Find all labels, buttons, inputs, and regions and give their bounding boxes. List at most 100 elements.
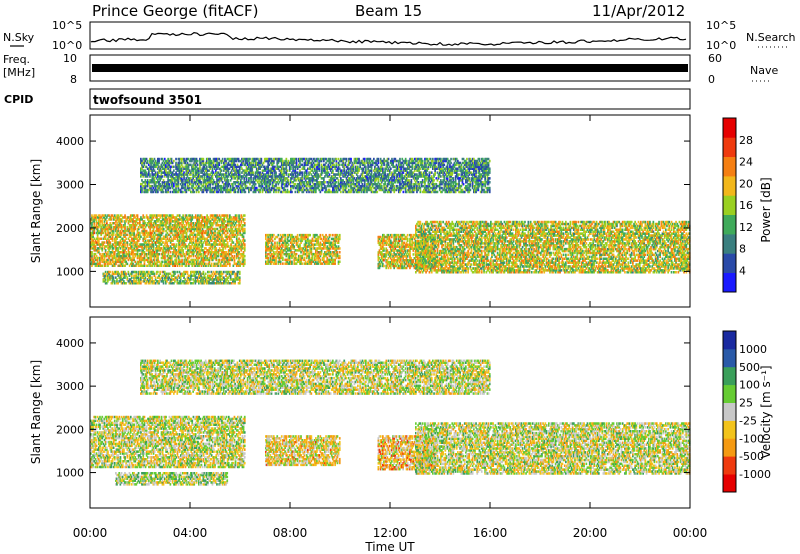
heatmap-cell (192, 241, 195, 244)
heatmap-cell (137, 260, 140, 264)
heatmap-cell (184, 256, 187, 260)
heatmap-cell (104, 237, 107, 240)
heatmap-cell (214, 237, 216, 240)
heatmap-cell (123, 272, 125, 276)
heatmap-cell (110, 227, 113, 231)
heatmap-cell (233, 260, 236, 264)
heatmap-cell (103, 227, 106, 231)
heatmap-cell (178, 247, 181, 250)
heatmap-cell (111, 231, 114, 235)
heatmap-cell (158, 233, 161, 237)
heatmap-cell (99, 218, 101, 221)
heatmap-cell (211, 280, 214, 283)
heatmap-cell (303, 252, 306, 256)
heatmap-cell (231, 251, 233, 254)
heatmap-cell (110, 218, 113, 221)
nsky-tick-bottom: 10^0 (52, 39, 82, 52)
heatmap-cell (126, 276, 129, 279)
heatmap-cell (235, 216, 238, 219)
heatmap-cell (113, 222, 116, 225)
heatmap-cell (310, 258, 313, 262)
heatmap-cell (132, 256, 134, 260)
heatmap-cell (123, 276, 125, 279)
heatmap-cell (150, 220, 153, 223)
heatmap-cell (242, 258, 245, 262)
heatmap-cell (186, 252, 189, 256)
heatmap-cell (283, 239, 285, 243)
heatmap-cell (196, 247, 198, 250)
heatmap-cell (178, 218, 181, 221)
heatmap-cell (193, 245, 196, 248)
heatmap-cell (185, 262, 188, 266)
heatmap-cell (304, 245, 307, 248)
heatmap-cell (196, 235, 198, 238)
heatmap-cell (266, 260, 268, 263)
heatmap-cell (144, 222, 147, 225)
heatmap-cell (130, 280, 133, 283)
heatmap-cell (237, 252, 239, 256)
heatmap-cell (208, 225, 211, 229)
heatmap-cell (200, 222, 203, 225)
heatmap-cell (332, 258, 334, 262)
heatmap-cell (108, 227, 110, 231)
heatmap-cell (178, 241, 181, 244)
heatmap-cell (107, 270, 109, 274)
heatmap-cell (145, 229, 148, 233)
heatmap-cell (232, 280, 234, 283)
heatmap-cell (123, 241, 125, 244)
heatmap-cell (149, 227, 151, 231)
heatmap-cell (205, 229, 207, 233)
heatmap-cell (209, 220, 212, 223)
heatmap-cell (277, 252, 280, 256)
heatmap-cell (135, 218, 138, 221)
heatmap-cell (201, 231, 204, 235)
heatmap-cell (148, 256, 150, 260)
heatmap-cell (135, 252, 138, 256)
heatmap-cell (129, 218, 132, 221)
heatmap-cell (163, 274, 166, 277)
heatmap-cell (172, 252, 174, 256)
heatmap-cell (140, 235, 142, 238)
heatmap-cell (227, 262, 230, 266)
heatmap-cell (142, 276, 144, 279)
heatmap-cell (293, 262, 296, 265)
heatmap-cell (216, 254, 219, 258)
heatmap-cell (140, 264, 142, 267)
heatmap-cell (124, 264, 126, 267)
heatmap-cell (177, 262, 180, 266)
heatmap-cell (195, 270, 198, 274)
heatmap-cell (207, 258, 210, 262)
heatmap-cell (219, 252, 222, 256)
heatmap-cell (317, 241, 319, 244)
heatmap-cell (242, 260, 245, 264)
heatmap-cell (234, 245, 237, 248)
heatmap-cell (194, 239, 197, 242)
heatmap-cell (267, 239, 269, 243)
heatmap-cell (318, 243, 321, 246)
heatmap-cell (199, 227, 202, 231)
heatmap-cell (217, 218, 220, 221)
heatmap-cell (129, 262, 132, 266)
heatmap-cell (157, 252, 159, 256)
heatmap-cell (336, 241, 339, 244)
heatmap-cell (143, 235, 146, 238)
heatmap-cell (148, 220, 150, 223)
heatmap-cell (150, 225, 153, 229)
heatmap-cell (200, 282, 202, 285)
heatmap-cell (224, 280, 226, 283)
heatmap-cell (115, 256, 117, 260)
heatmap-cell (196, 260, 198, 264)
heatmap-cell (104, 254, 107, 258)
heatmap-cell (126, 218, 129, 221)
heatmap-cell (332, 243, 334, 246)
heatmap-cell (242, 231, 245, 235)
heatmap-cell (106, 239, 108, 242)
heatmap-cell (124, 245, 126, 248)
heatmap-cell (153, 262, 156, 266)
heatmap-cell (148, 272, 150, 276)
heatmap-cell (211, 278, 214, 281)
heatmap-cell (243, 262, 246, 266)
heatmap-cell (153, 220, 156, 223)
heatmap-cell (141, 251, 143, 254)
heatmap-cell (266, 254, 268, 258)
